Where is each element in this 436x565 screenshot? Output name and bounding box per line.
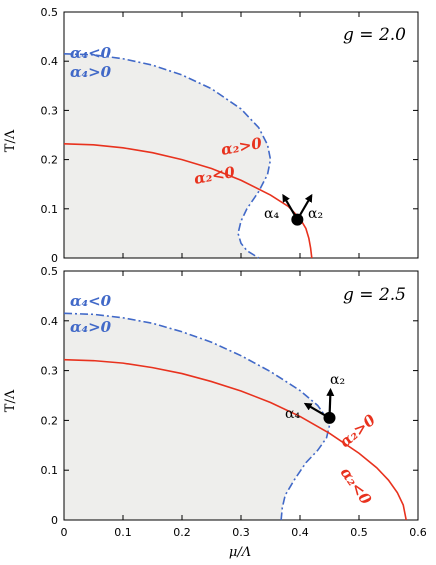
region-label-a4-neg: α₄<0 (70, 44, 112, 62)
y-tick-label: 0 (51, 514, 58, 527)
x-tick-label: 0.6 (409, 526, 427, 539)
x-tick-label: 0.2 (173, 526, 191, 539)
ticks: 0 0.1 0.2 0.3 0.4 0.5 0 0.1 0.2 0.3 0.4 0.5 0.6 (41, 265, 427, 539)
x-tick-label: 0.3 (232, 526, 250, 539)
alpha4-boundary-line (63, 53, 272, 259)
y-tick-label: 0.2 (41, 414, 59, 427)
tricritical-arrows (282, 193, 313, 226)
curves (63, 312, 407, 521)
y-tick-label: 0.4 (41, 55, 59, 68)
arrow-label-a2: α₂ (308, 206, 323, 222)
panel-label: g = 2.0 (343, 25, 406, 45)
region-label-a4-pos: α₄>0 (70, 63, 112, 81)
curves (63, 53, 313, 259)
y-axis-label: T/Λ (3, 389, 18, 412)
y-tick-label: 0.5 (41, 265, 59, 278)
ticks: 0 0.1 0.2 0.3 0.4 0.5 (41, 6, 419, 265)
y-tick-label: 0.5 (41, 6, 59, 19)
x-axis-label: μ/Λ (229, 545, 251, 560)
x-tick-label: 0 (61, 526, 68, 539)
y-tick-label: 0 (51, 252, 58, 265)
y-tick-label: 0.1 (41, 203, 59, 216)
panel-label: g = 2.5 (343, 285, 406, 305)
tricritical-point (291, 213, 304, 226)
tricritical-point (323, 411, 336, 424)
region-label-a2-neg: α₂<0 (337, 464, 376, 508)
x-tick-label: 0.1 (114, 526, 132, 539)
y-tick-label: 0.2 (41, 154, 59, 167)
tricritical-arrows (303, 387, 336, 424)
alpha4-boundary-line (63, 312, 331, 521)
region-label-a2-pos: α₂>0 (336, 410, 379, 451)
region-label-a4-neg: α₄<0 (70, 292, 112, 310)
y-tick-label: 0.3 (41, 104, 59, 117)
panel-bottom: 00.10.20.30.40.50 0.1 0.2 0.3 0.4 0.5 0.6 T/Λ … (3, 265, 427, 560)
y-axis-label: T/Λ (3, 129, 18, 152)
y-tick-label: 0.3 (41, 365, 59, 378)
panel-top: 0 0.1 0.2 0.3 0.4 0.5 T/Λ g = 2.0 α₄<0 α₄>0 α… (3, 6, 419, 265)
alpha2-boundary-line (63, 358, 407, 521)
x-tick-label: 0.5 (350, 526, 368, 539)
region-label-a4-pos: α₄>0 (70, 318, 112, 336)
alpha2-boundary-line (63, 143, 313, 259)
x-tick-label: 0.4 (291, 526, 309, 539)
arrow-label-a4: α₄ (285, 406, 300, 422)
arrow-label-a4: α₄ (264, 206, 279, 222)
y-tick-label: 0.4 (41, 315, 59, 328)
y-tick-label: 0.1 (41, 464, 59, 477)
arrow-label-a2: α₂ (330, 372, 345, 388)
